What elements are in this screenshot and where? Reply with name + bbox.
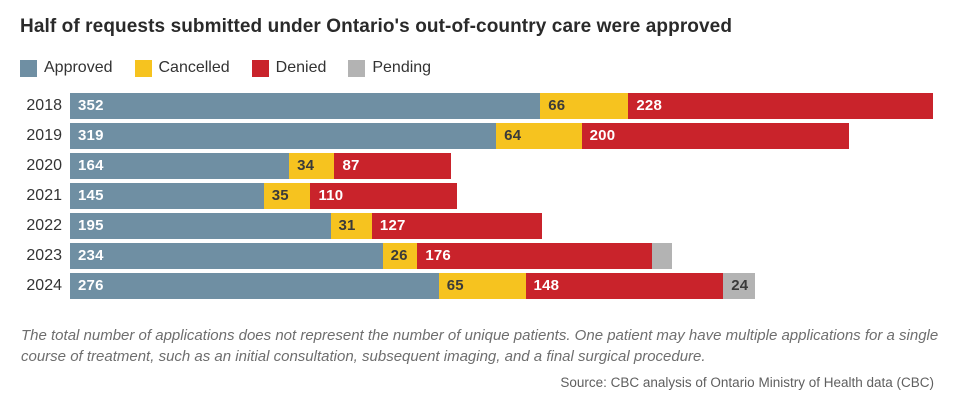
chart-row-2019: 2019 319 64 200 [20,123,933,149]
bar-value-label-cancelled: 34 [297,157,315,174]
bar-value-label-approved: 234 [78,247,104,264]
bar-group-2020: 164 34 87 [70,153,933,179]
chart-row-2022: 2022 195 31 127 [20,213,933,239]
bar-group-2024: 276 65 148 24 [70,273,933,299]
chart-title: Half of requests submitted under Ontario… [20,16,733,37]
bar-segment-approved: 164 [70,153,290,179]
bar-segment-denied: 87 [334,153,451,179]
chart-row-2018: 2018 352 66 228 [20,93,933,119]
bar-segment-denied: 228 [628,93,933,119]
year-label-2019: 2019 [26,127,62,144]
chart-footnote: The total number of applications does no… [21,327,939,366]
bar-value-label-approved: 352 [78,97,104,114]
bar-value-label-denied: 228 [636,97,663,114]
legend-label-denied: Denied [275,59,327,76]
legend-label-approved: Approved [44,59,113,76]
bar-segment-pending: 24 [723,273,756,299]
bar-segment-approved: 145 [70,183,264,209]
legend-swatch-approved-icon [20,59,37,77]
bar-segment-cancelled: 64 [496,123,582,149]
bar-segment-approved: 352 [70,93,541,119]
bar-segment-denied: 110 [310,183,458,209]
legend-label-cancelled: Cancelled [158,59,230,76]
bar-group-2018: 352 66 228 [70,93,933,119]
bar-value-label-approved: 319 [78,127,104,144]
bar-segment-approved: 319 [70,123,497,149]
legend-item-approved: Approved [20,59,113,77]
chart-row-2023: 2023 234 26 176 [20,243,933,269]
year-label-2022: 2022 [26,217,62,234]
bar-group-2022: 195 31 127 [70,213,933,239]
bar-value-label-cancelled: 31 [338,217,356,234]
bar-segment-approved: 234 [70,243,383,269]
year-label-2021: 2021 [26,187,62,204]
legend-item-denied: Denied [251,59,327,77]
bar-segment-pending [652,243,673,269]
bar-value-label-approved: 276 [78,277,104,294]
bar-group-2019: 319 64 200 [70,123,933,149]
chart-legend: Approved Cancelled Denied Pending [20,58,959,78]
chart-row-2024: 2024 276 65 148 24 [20,273,933,299]
bar-value-label-denied: 176 [425,247,451,264]
bar-segment-denied: 200 [581,123,849,149]
bar-value-label-approved: 195 [78,217,104,234]
bar-value-label-approved: 145 [78,187,104,204]
bar-segment-cancelled: 34 [289,153,335,179]
stacked-bar-chart: 2018 352 66 228 2019 319 64 200 2020 164 34 87 2021 1… [20,93,933,299]
bar-value-label-cancelled: 65 [446,277,464,294]
bar-value-label-cancelled: 35 [271,187,289,204]
legend-swatch-denied-icon [251,59,269,77]
chart-row-2021: 2021 145 35 110 [20,183,933,209]
bar-value-label-denied: 200 [589,127,616,144]
chart-row-2020: 2020 164 34 87 [20,153,933,179]
bar-value-label-denied: 127 [379,217,406,234]
bar-segment-cancelled: 31 [330,213,372,239]
bar-segment-denied: 148 [525,273,724,299]
legend-item-cancelled: Cancelled [134,59,230,77]
bar-segment-cancelled: 66 [540,93,629,119]
bar-value-label-approved: 164 [78,157,104,174]
year-label-2018: 2018 [26,97,62,114]
bar-value-label-cancelled: 66 [548,97,566,114]
bar-segment-cancelled: 65 [438,273,526,299]
bar-value-label-denied: 148 [533,277,560,294]
year-label-2024: 2024 [26,277,62,294]
bar-segment-approved: 276 [70,273,439,299]
bar-value-label-pending: 24 [731,277,749,294]
bar-group-2023: 234 26 176 [70,243,933,269]
bar-segment-denied: 127 [371,213,542,239]
bar-group-2021: 145 35 110 [70,183,933,209]
bar-value-label-cancelled: 64 [504,127,522,144]
year-label-2020: 2020 [26,157,62,174]
bar-value-label-denied: 110 [318,187,344,204]
bar-segment-cancelled: 26 [382,243,418,269]
chart-source: Source: CBC analysis of Ontario Ministry… [560,374,934,390]
bar-segment-cancelled: 35 [263,183,311,209]
bar-value-label-cancelled: 26 [390,247,408,264]
bar-segment-approved: 195 [70,213,331,239]
legend-swatch-pending-icon [348,59,366,77]
legend-item-pending: Pending [348,59,431,77]
bar-value-label-denied: 87 [342,157,360,174]
year-label-2023: 2023 [26,247,62,264]
bar-segment-denied: 176 [417,243,653,269]
legend-swatch-cancelled-icon [134,59,152,77]
legend-label-pending: Pending [372,59,432,76]
